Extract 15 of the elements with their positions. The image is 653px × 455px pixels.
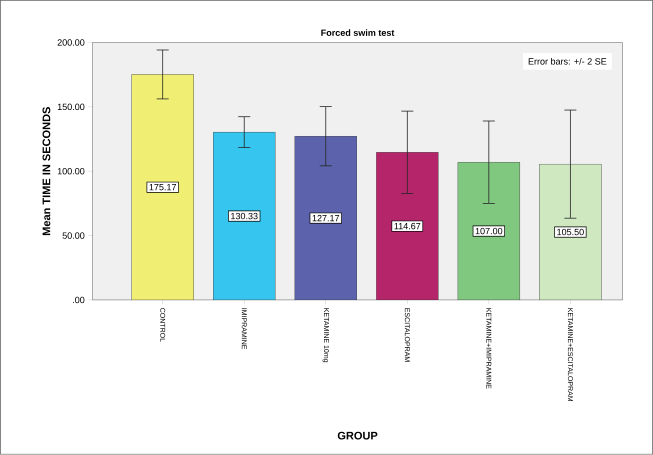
y-tick-label: 50.00 xyxy=(62,232,84,239)
y-tick-label: .00 xyxy=(73,296,84,304)
data-label: 175.17 xyxy=(150,184,176,191)
chart-title: Forced swim test xyxy=(321,29,394,36)
data-label: 105.50 xyxy=(557,229,584,236)
data-label: 114.67 xyxy=(394,223,420,230)
x-axis-title: GROUP xyxy=(338,432,378,440)
data-label: 130.33 xyxy=(231,213,258,220)
data-label: 127.17 xyxy=(312,215,340,222)
annotation: Error bars: +/- 2 SE xyxy=(528,58,606,65)
y-tick-label: 100.00 xyxy=(58,168,84,175)
data-label: 107.00 xyxy=(476,228,502,234)
y-tick-label: 150.00 xyxy=(58,104,84,110)
y-axis-title: Mean TIME IN SECONDS xyxy=(42,107,50,236)
y-tick-label: 200.00 xyxy=(58,39,84,46)
